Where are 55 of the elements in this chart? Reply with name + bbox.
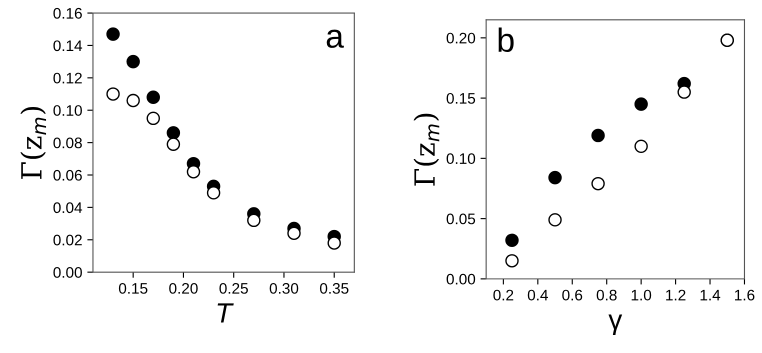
x-tick-label: 1.0 [632, 290, 652, 301]
x-tick-label: 1.2 [666, 290, 686, 300]
x-axis-title: γ [608, 314, 622, 335]
point [505, 234, 519, 248]
y-axis-title: Γ(z$_{m}$) [20, 107, 46, 179]
x-tick-label: 1.4 [700, 290, 720, 300]
y-tick-label: 0.14 [53, 40, 82, 52]
y-tick-label: 0.04 [53, 202, 82, 214]
y-tick-label: 0.16 [53, 8, 82, 19]
point [166, 138, 180, 151]
annotation: b [498, 28, 514, 52]
point [126, 54, 140, 68]
x-tick-label: 0.4 [528, 290, 548, 301]
point [505, 254, 519, 268]
point [677, 85, 691, 99]
y-tick-label: 0.05 [446, 213, 476, 224]
point [186, 165, 200, 178]
point [287, 226, 301, 240]
y-axis-title: Γ(z$_{m}$) [414, 114, 440, 186]
point [548, 170, 562, 184]
x-tick-label: 0.8 [596, 290, 617, 301]
point [328, 236, 341, 250]
x-axis-title: T [218, 303, 234, 323]
x-tick-label: 0.25 [219, 282, 248, 294]
point [591, 176, 605, 190]
point [206, 186, 220, 200]
x-tick-label: 0.20 [169, 282, 198, 294]
y-tick-label: 0.20 [446, 32, 476, 44]
y-tick-label: 0.00 [446, 274, 476, 285]
y-tick-label: 0.06 [53, 170, 82, 181]
point [591, 128, 605, 142]
y-tick-label: 0.10 [446, 153, 476, 164]
x-tick-label: 0.30 [270, 282, 298, 294]
point [634, 140, 648, 154]
y-tick-label: 0.15 [446, 92, 476, 104]
point [106, 87, 120, 101]
point [146, 90, 160, 104]
point [548, 213, 562, 227]
x-tick-label: 0.6 [562, 290, 582, 301]
x-tick-label: 0.2 [493, 290, 514, 301]
x-tick-label: 1.6 [735, 290, 754, 301]
point [247, 214, 261, 228]
y-tick-label: 0.00 [53, 267, 82, 278]
point [106, 27, 120, 41]
y-tick-label: 0.02 [53, 234, 82, 246]
point [126, 94, 140, 108]
y-tick-label: 0.08 [53, 137, 82, 148]
y-tick-label: 0.10 [53, 105, 82, 116]
annotation: a [326, 30, 344, 48]
x-tick-label: 0.35 [320, 282, 348, 294]
point [146, 112, 160, 126]
point [634, 97, 648, 111]
point [166, 126, 180, 140]
x-tick-label: 0.15 [118, 282, 148, 294]
y-tick-label: 0.12 [53, 72, 82, 84]
